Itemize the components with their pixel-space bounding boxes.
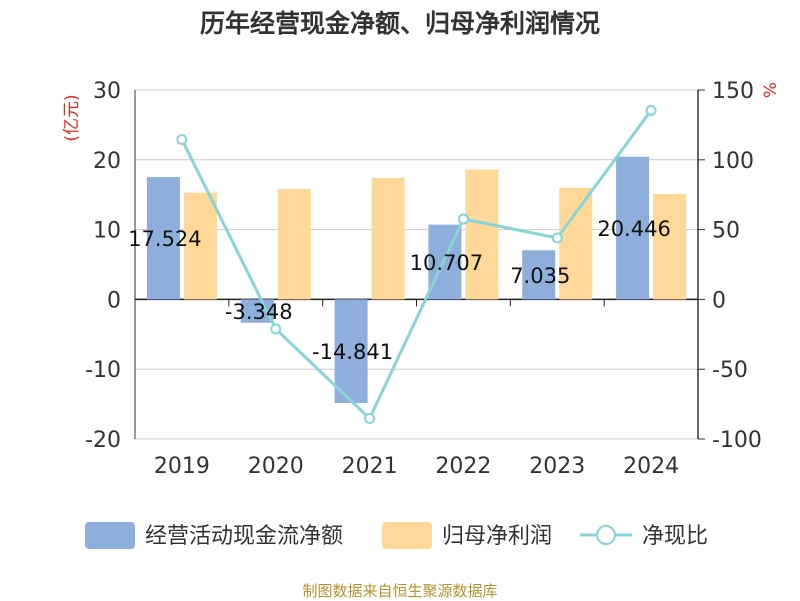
- x-tick-label: 2024: [623, 454, 679, 479]
- legend-label-cash-ratio: 净现比: [642, 524, 708, 549]
- point-cash-ratio: [270, 323, 282, 335]
- y-right-tick-label: 50: [712, 219, 740, 244]
- bar-parent-net-profit: [371, 177, 405, 300]
- y-left-tick-label: -20: [85, 428, 121, 453]
- source-note: 制图数据来自恒生聚源数据库: [302, 582, 498, 600]
- bar-operating-cash-flow: [616, 156, 650, 300]
- bar-value-label: 17.524: [128, 227, 201, 251]
- y-left-tick-label: 10: [93, 219, 121, 244]
- bar-value-label: -3.348: [225, 300, 293, 324]
- y-left-tick-label: 0: [107, 288, 121, 313]
- bar-value-label: 20.446: [597, 217, 670, 241]
- y-right-tick-label: 100: [712, 149, 754, 174]
- bar-operating-cash-flow: [146, 177, 180, 300]
- x-tick-label: 2020: [248, 454, 304, 479]
- y-left-tick-label: 30: [93, 79, 121, 104]
- legend-swatch-parent-net-profit: [382, 522, 432, 549]
- chart-title: 历年经营现金净额、归母净利润情况: [199, 9, 600, 38]
- point-cash-ratio: [176, 134, 188, 146]
- y-left-tick-label: -10: [85, 358, 121, 383]
- bar-parent-net-profit: [465, 169, 499, 300]
- point-cash-ratio: [551, 232, 563, 244]
- bar-operating-cash-flow: [334, 299, 368, 403]
- y-right-axis-label: %: [761, 82, 781, 98]
- legend-label-parent-net-profit: 归母净利润: [442, 524, 552, 549]
- x-tick-label: 2022: [435, 454, 491, 479]
- y-left-tick-label: 20: [93, 149, 121, 174]
- legend-swatch-operating-cash-flow: [85, 522, 135, 549]
- legend-swatch-cash-ratio-marker: [596, 525, 616, 545]
- x-tick-label: 2023: [529, 454, 585, 479]
- y-left-axis-label: (亿元): [62, 94, 82, 141]
- bar-value-label: -14.841: [312, 340, 393, 364]
- bar-parent-net-profit: [183, 192, 217, 300]
- y-right-tick-label: 0: [712, 288, 726, 313]
- bar-parent-net-profit: [653, 194, 687, 300]
- legend-label-operating-cash-flow: 经营活动现金流净额: [145, 524, 343, 549]
- bar-value-label: 7.035: [510, 264, 570, 288]
- bar-value-label: 10.707: [410, 251, 483, 275]
- x-tick-label: 2021: [342, 454, 398, 479]
- point-cash-ratio: [645, 104, 657, 116]
- line-cash-ratio: [180, 109, 653, 422]
- bar-parent-net-profit: [277, 189, 311, 300]
- y-right-tick-label: -100: [712, 428, 762, 453]
- bar-parent-net-profit: [559, 187, 593, 300]
- x-tick-label: 2019: [154, 454, 210, 479]
- y-right-tick-label: -50: [712, 358, 748, 383]
- point-cash-ratio: [457, 213, 469, 225]
- point-cash-ratio: [364, 412, 376, 424]
- bar-operating-cash-flow: [522, 250, 556, 300]
- y-right-tick-label: 150: [712, 79, 754, 104]
